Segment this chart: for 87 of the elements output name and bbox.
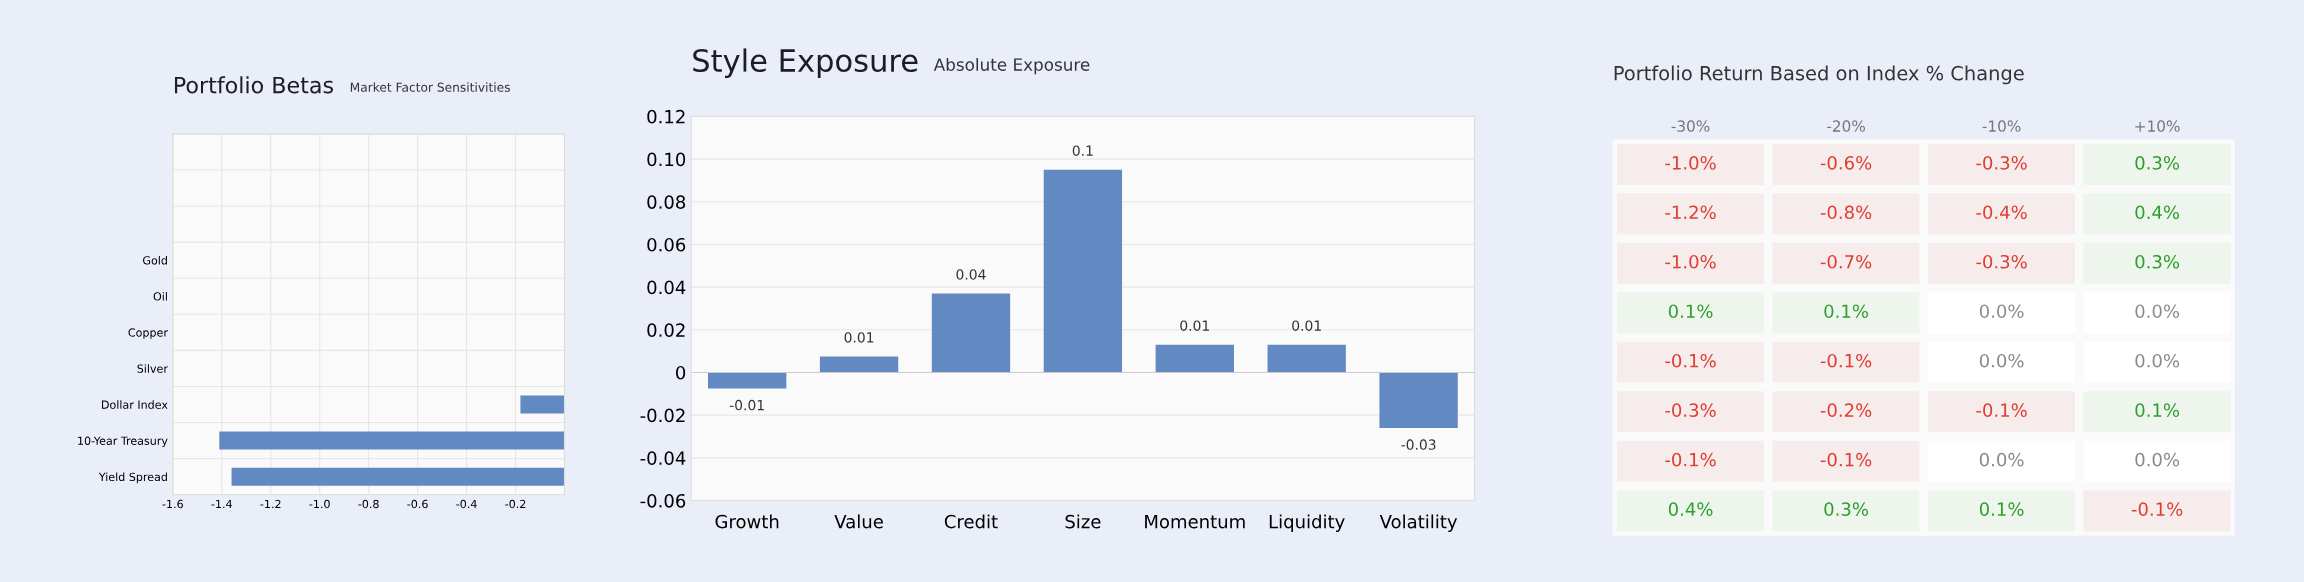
x-tick-label: -30% — [1671, 120, 1710, 132]
data-label: -0.1% — [1820, 353, 1872, 368]
bar — [1043, 169, 1123, 373]
data-label: -0.1% — [2131, 502, 2183, 516]
data-label: -0.1% — [1976, 403, 2027, 417]
data-label: 0.3% — [1824, 502, 1869, 516]
y-tick-label: 0.06 — [647, 237, 686, 252]
data-label: 0.1% — [2135, 403, 2180, 417]
bar — [1379, 372, 1458, 428]
data-label: -0.1% — [1665, 353, 1716, 368]
data-label: -1.0% — [1665, 156, 1716, 170]
data-label: 0.0% — [1979, 304, 2024, 319]
bar — [1155, 344, 1234, 373]
data-label: -0.1% — [1665, 452, 1716, 467]
data-label: 0.04 — [956, 269, 986, 280]
x-tick-label: Size — [1065, 514, 1101, 529]
x-tick-label: +10% — [2135, 120, 2180, 132]
data-label: 0.0% — [2135, 353, 2180, 368]
x-tick-label: -20% — [1827, 120, 1865, 132]
x-tick-label: Momentum — [1145, 514, 1245, 529]
data-label: -0.2% — [1820, 403, 1872, 417]
y-tick-label: -0.02 — [640, 408, 685, 423]
data-label: 0.4% — [2135, 205, 2180, 220]
data-label: -1.2% — [1665, 205, 1716, 220]
chart-subtitle: Market Factor Sensitivities — [350, 82, 510, 92]
data-label: 0.1% — [1824, 304, 1869, 319]
y-tick-label: Copper — [128, 328, 168, 339]
data-label: -0.7% — [1820, 254, 1872, 269]
x-tick-label: -0.4 — [456, 499, 477, 509]
y-tick-label: 0.02 — [647, 323, 685, 337]
x-tick-label: -0.8 — [358, 499, 379, 509]
x-tick-label: Value — [834, 514, 883, 529]
data-label: -0.8% — [1820, 205, 1872, 220]
x-tick-label: Growth — [715, 514, 779, 529]
data-label: -1.0% — [1665, 254, 1716, 269]
y-tick-label: Oil — [153, 292, 167, 301]
y-tick-label: 0.12 — [647, 109, 685, 124]
y-tick-label: 0.08 — [647, 195, 686, 209]
x-tick-label: -1.4 — [211, 499, 232, 508]
y-tick-label: Silver — [137, 364, 168, 373]
y-tick-label: Gold — [143, 255, 167, 265]
data-label: 0.1% — [1979, 502, 2024, 516]
data-label: 0.0% — [2135, 304, 2180, 319]
data-label: -0.3% — [1665, 403, 1716, 417]
data-label: 0.0% — [1979, 452, 2024, 467]
y-tick-label: 0.04 — [647, 280, 686, 295]
data-label: -0.01 — [729, 399, 764, 411]
y-tick-label: Dollar Index — [102, 400, 168, 409]
x-tick-label: Volatility — [1379, 514, 1458, 532]
x-tick-label: -1.0 — [309, 499, 330, 509]
y-tick-label: 0 — [676, 365, 686, 380]
data-label: 0.3% — [2135, 156, 2180, 170]
data-label: 0.0% — [2135, 452, 2180, 467]
x-tick-label: -0.2 — [505, 499, 526, 509]
bar — [707, 372, 787, 389]
x-tick-label: -10% — [1982, 120, 2021, 132]
data-label: 0.01 — [844, 332, 874, 343]
bar — [931, 293, 1011, 373]
data-label: -0.3% — [1976, 254, 2027, 269]
bar — [819, 356, 899, 373]
y-tick-label: 10-Year Treasury — [78, 436, 168, 448]
data-label: 0.01 — [1292, 320, 1321, 331]
data-label: -0.6% — [1820, 156, 1872, 170]
chart-title: Style Exposure — [693, 48, 918, 78]
x-tick-label: -1.2 — [260, 499, 281, 508]
x-tick-label: Credit — [944, 514, 998, 529]
y-tick-label: Yield Spread — [98, 472, 167, 484]
x-tick-label: -0.6 — [407, 499, 428, 509]
y-tick-label: -0.04 — [640, 451, 686, 465]
data-label: 0.1 — [1072, 145, 1093, 156]
data-label: -0.03 — [1401, 439, 1436, 450]
data-label: 0.01 — [1180, 320, 1209, 331]
chart-title: Portfolio Betas — [174, 76, 334, 94]
chart-subtitle: Absolute Exposure — [933, 57, 1090, 75]
x-tick-label: Liquidity — [1269, 514, 1345, 532]
y-tick-label: -0.06 — [640, 493, 686, 508]
bar — [1267, 344, 1346, 373]
chart-title: Portfolio Return Based on Index % Change — [1614, 65, 2024, 85]
x-tick-label: -1.6 — [162, 499, 183, 509]
data-label: 0.4% — [1668, 502, 1713, 516]
y-tick-label: 0.10 — [647, 152, 686, 167]
data-label: 0.0% — [1979, 353, 2024, 368]
data-label: 0.3% — [2135, 254, 2180, 269]
data-label: -0.4% — [1976, 205, 2027, 220]
data-label: 0.1% — [1668, 304, 1713, 319]
data-label: -0.1% — [1820, 452, 1872, 467]
data-label: -0.3% — [1976, 156, 2027, 170]
